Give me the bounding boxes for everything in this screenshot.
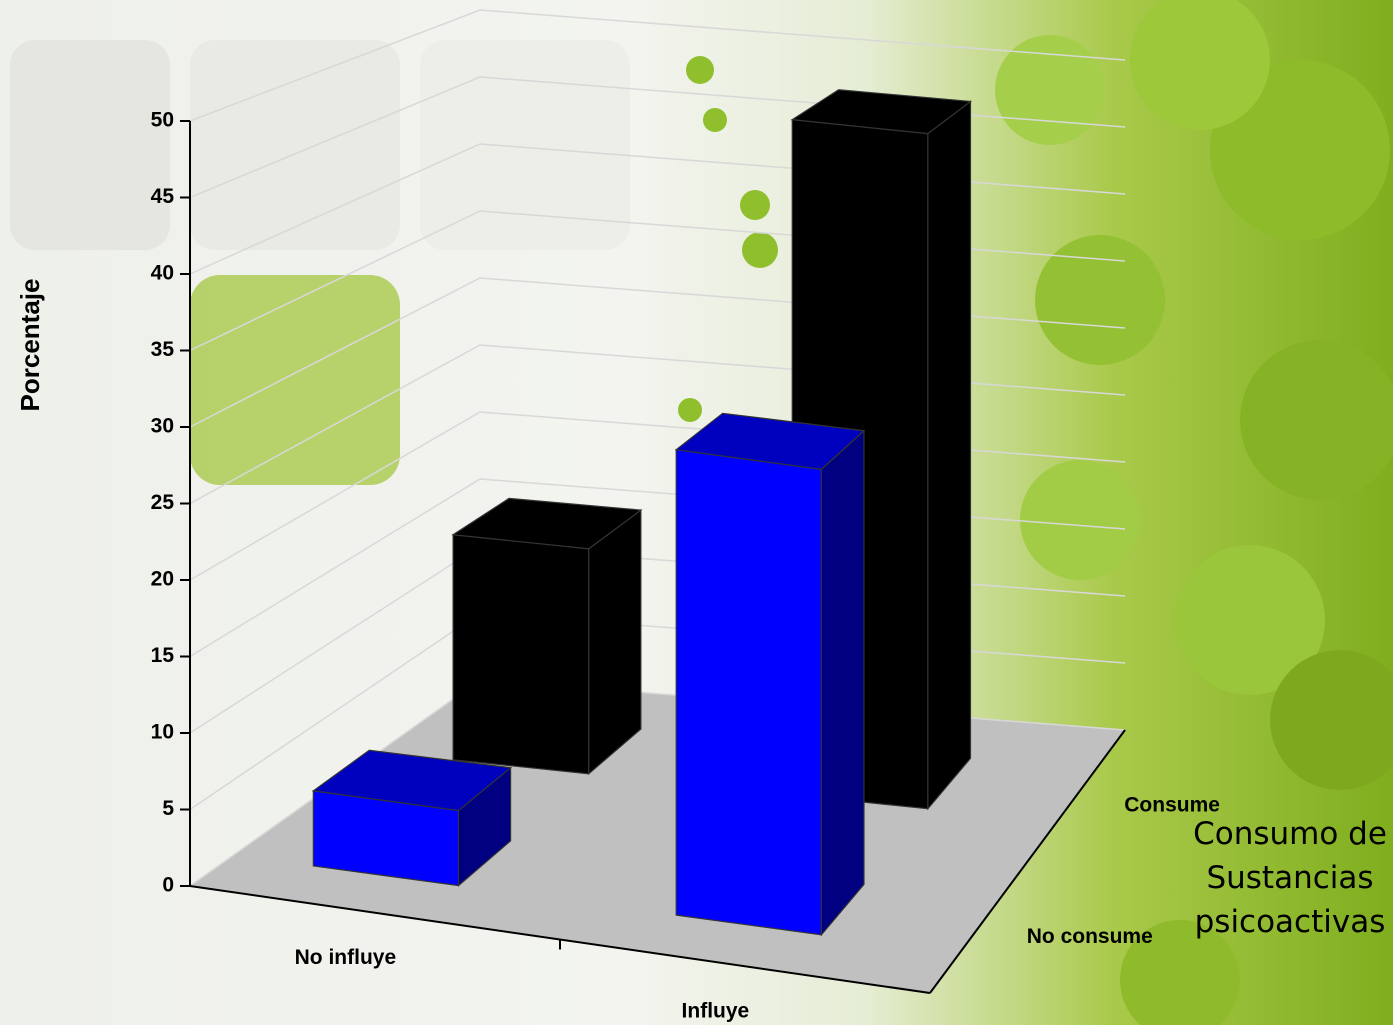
- x-tick-label: No influye: [295, 946, 397, 969]
- y-tick-label: 45: [151, 185, 175, 208]
- y-axis-title: Porcentaje: [15, 279, 45, 412]
- bar-top: [311, 749, 513, 812]
- bar-top: [790, 89, 973, 135]
- y-tick-label: 20: [151, 568, 174, 591]
- y-tick-label: 40: [151, 262, 174, 285]
- y-tick-label: 50: [151, 109, 174, 132]
- y-tick-label: 35: [151, 338, 175, 361]
- y-tick-label: 0: [162, 874, 174, 897]
- bar-front: [452, 534, 590, 775]
- y-tick-label: 15: [151, 644, 175, 667]
- x-tick-label: Influye: [682, 1000, 750, 1023]
- bar-side: [588, 508, 642, 776]
- bar-side: [820, 429, 865, 937]
- background-decoration: [10, 0, 1393, 1025]
- grid-line: [189, 478, 1126, 658]
- bar-top: [451, 497, 643, 550]
- bar-side: [927, 100, 972, 811]
- y-tick-label: 5: [162, 797, 174, 820]
- y-tick-label: 25: [151, 491, 175, 514]
- z-tick-label: No consume: [1027, 925, 1153, 948]
- z-axis-title: Consumo de Sustancias psicoactivas: [1193, 816, 1387, 940]
- y-tick-label: 30: [151, 415, 174, 438]
- y-tick-label: 10: [151, 721, 174, 744]
- grid-line: [189, 9, 1126, 122]
- z-axis: [929, 729, 1126, 994]
- bar-top: [674, 412, 866, 471]
- z-tick-label: Consume: [1124, 793, 1220, 816]
- bar-front: [675, 449, 822, 936]
